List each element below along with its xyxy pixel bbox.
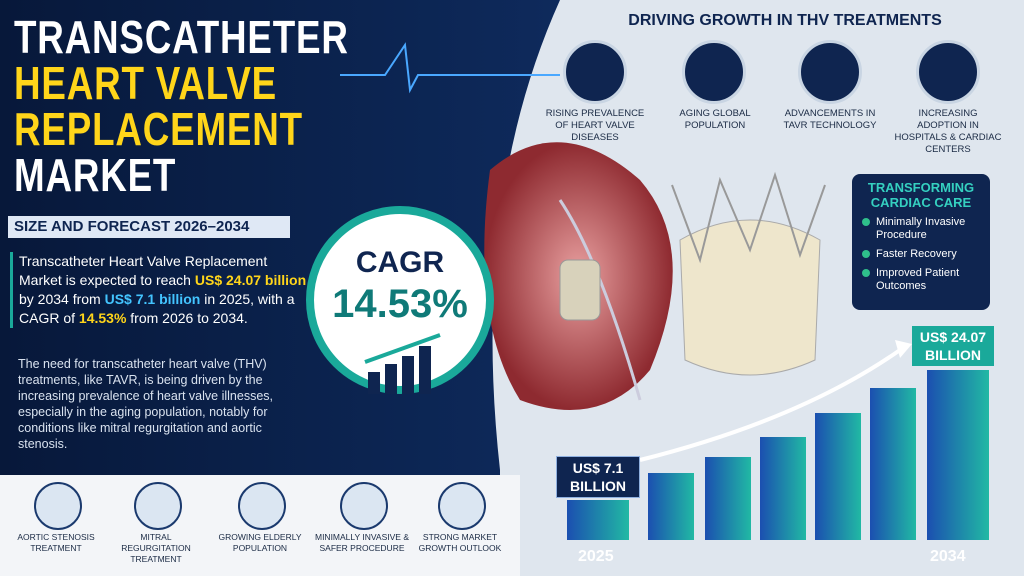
feature-label: GROWING ELDERLY POPULATION <box>218 532 302 553</box>
driver-label: RISING PREVALENCE OF HEART VALVE DISEASE… <box>545 108 645 143</box>
feature-icon <box>134 482 182 530</box>
care-item: Faster Recovery <box>860 248 982 261</box>
drivers-title: DRIVING GROWTH IN THV TREATMENTS <box>628 12 942 29</box>
description: The need for transcatheter heart valve (… <box>18 357 273 451</box>
summary-text: in 2025, with a CAGR of <box>19 291 295 326</box>
feature-icon <box>340 482 388 530</box>
cagr-label: CAGR <box>355 246 445 279</box>
feature-label: AORTIC STENOSIS TREATMENT <box>17 532 95 553</box>
title-line: TRANSCATHETER <box>14 11 349 63</box>
driver-icon <box>798 40 862 104</box>
driver-label: AGING GLOBAL POPULATION <box>679 108 751 131</box>
summary-text: Transcatheter Heart Valve Replacement Ma… <box>19 253 268 288</box>
end-label: US$ 24.07 BILLION <box>912 326 994 366</box>
highlight: US$ 24.07 billion <box>194 272 307 288</box>
feature-icon <box>238 482 286 530</box>
highlight: 14.53% <box>78 310 127 326</box>
summary-text: by 2034 from <box>19 291 105 307</box>
care-box: TRANSFORMING CARDIAC CARE Minimally Inva… <box>852 174 990 310</box>
feature-label: STRONG MARKET GROWTH OUTLOOK <box>418 532 502 553</box>
summary-text: from 2026 to 2034. <box>126 310 248 326</box>
title: TRANSCATHETER HEART VALVE REPLACEMENT MA… <box>14 14 432 198</box>
title-line: HEART VALVE <box>14 57 278 109</box>
title-line: MARKET <box>14 149 177 201</box>
title-line: REPLACEMENT <box>14 103 303 155</box>
summary: Transcatheter Heart Valve Replacement Ma… <box>10 252 309 328</box>
driver-icon <box>916 40 980 104</box>
subtitle: SIZE AND FORECAST 2026–2034 <box>8 216 290 238</box>
care-title: TRANSFORMING CARDIAC CARE <box>867 180 975 210</box>
driver-icon <box>563 40 627 104</box>
driver-icon <box>682 40 746 104</box>
care-item: Minimally Invasive Procedure <box>860 216 982 242</box>
care-item: Improved Patient Outcomes <box>860 267 982 293</box>
feature-icon <box>34 482 82 530</box>
feature-label: MITRAL REGURGITATION TREATMENT <box>121 532 191 564</box>
start-label: US$ 7.1 BILLION <box>556 456 640 498</box>
start-year: 2025 <box>578 548 614 565</box>
cagr-value: 14.53% <box>332 282 468 326</box>
driver-label: INCREASING ADOPTION IN HOSPITALS & CARDI… <box>894 108 1002 155</box>
growth-bars <box>567 340 989 540</box>
end-year: 2034 <box>930 548 966 565</box>
feature-label: MINIMALLY INVASIVE & SAFER PROCEDURE <box>314 532 409 553</box>
highlight: US$ 7.1 billion <box>104 291 201 307</box>
driver-label: ADVANCEMENTS IN TAVR TECHNOLOGY <box>783 108 877 131</box>
feature-icon <box>438 482 486 530</box>
